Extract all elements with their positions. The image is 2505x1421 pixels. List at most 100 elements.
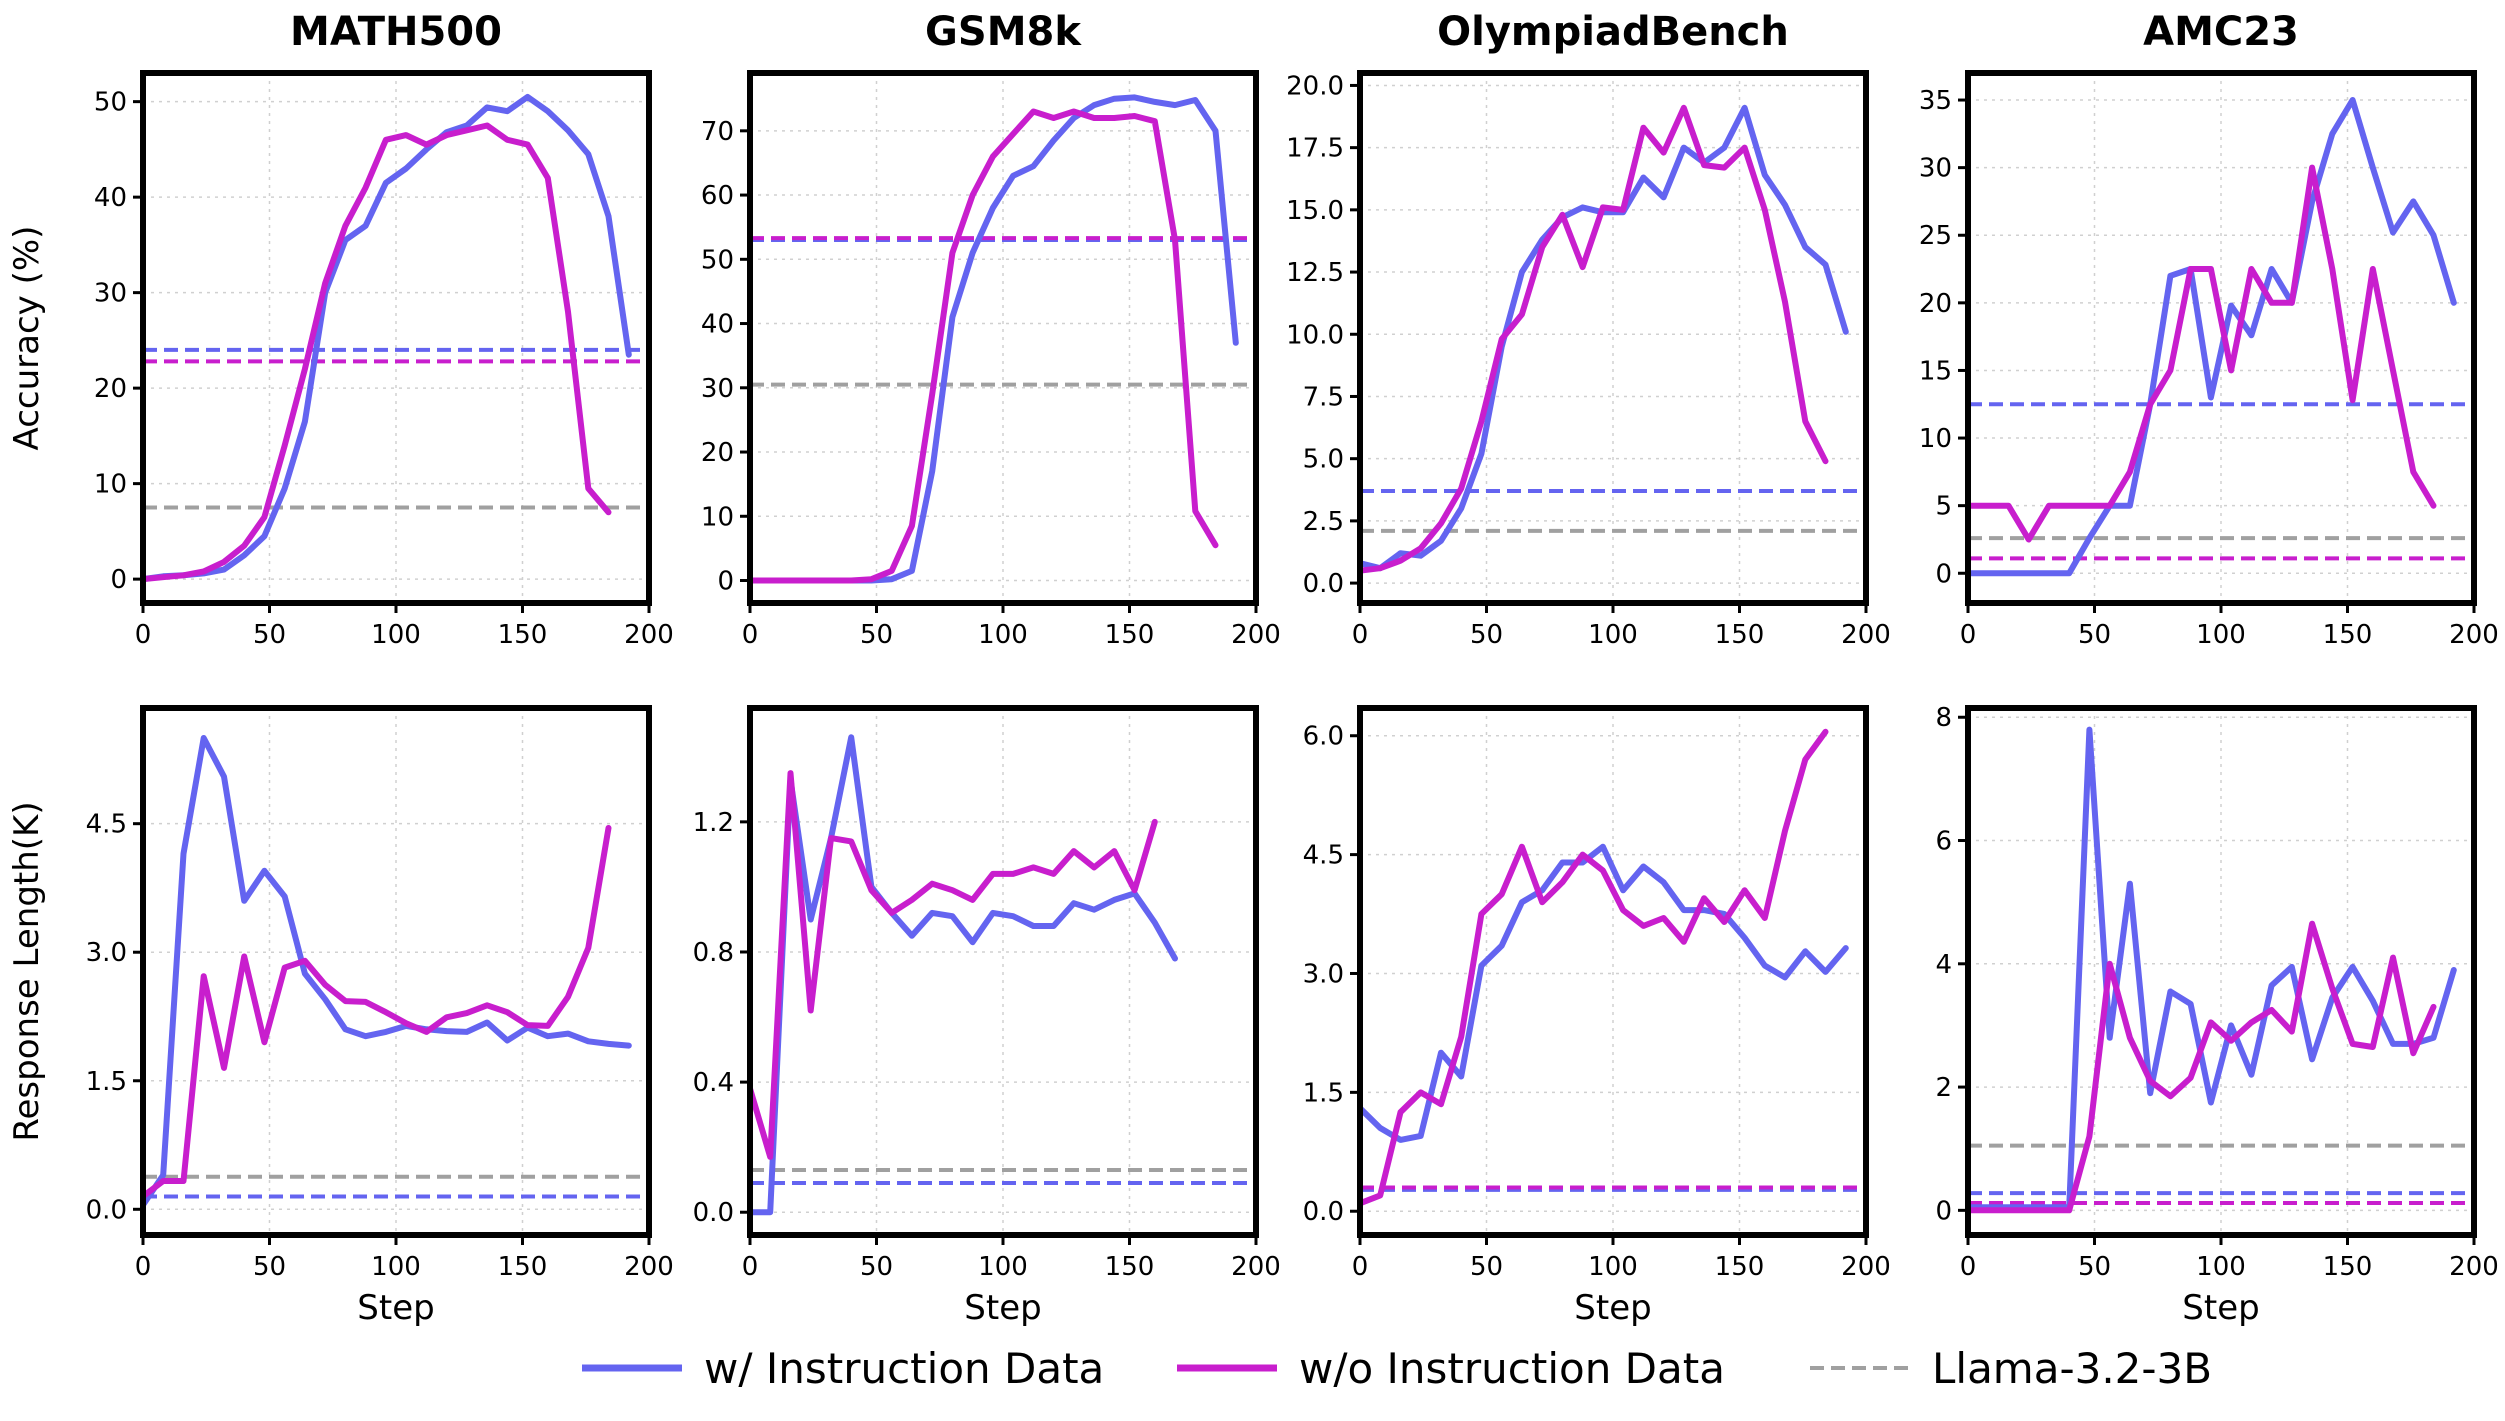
x-tick-label: 100: [978, 1252, 1028, 1282]
panel-accuracy-2: 0 50 100 150 200 0.0 2.5 5.0 7.5 10.0 12.5 15.0 17.5…: [1286, 9, 1891, 650]
x-axis-label: Step: [1574, 1288, 1651, 1328]
y-tick-label: 20: [701, 438, 734, 468]
panel-title: AMC23: [2143, 9, 2299, 55]
x-tick-label: 50: [2078, 1252, 2111, 1282]
legend-label: Llama-3.2-3B: [1932, 1344, 2212, 1393]
legend-label: w/ Instruction Data: [704, 1344, 1104, 1393]
x-tick-label: 200: [624, 620, 674, 650]
x-tick-label: 50: [1470, 1252, 1503, 1282]
y-tick-label: 30: [94, 279, 127, 309]
y-axis-label: Accuracy (%): [7, 226, 47, 451]
panel-accuracy-0: 0 50 100 150 200 0 10 20 30 40 50 MATH500 Accuracy (…: [7, 9, 674, 650]
y-tick-label: 2.5: [1303, 507, 1344, 537]
x-tick-label: 200: [1231, 1252, 1281, 1282]
x-tick-label: 150: [1715, 1252, 1765, 1282]
y-tick-label: 0.0: [1303, 1197, 1344, 1227]
y-tick-label: 6: [1935, 827, 1952, 857]
x-tick-label: 100: [371, 1252, 421, 1282]
y-tick-label: 0: [110, 565, 127, 595]
panel-title: OlympiadBench: [1437, 9, 1789, 55]
x-tick-label: 0: [1352, 1252, 1369, 1282]
y-tick-label: 4.5: [1303, 841, 1344, 871]
legend-label: w/o Instruction Data: [1299, 1344, 1725, 1393]
x-tick-label: 200: [624, 1252, 674, 1282]
y-tick-label: 10: [94, 470, 127, 500]
y-tick-label: 0.0: [86, 1195, 127, 1225]
series-line-without-instruction: [747, 108, 1219, 584]
y-tick-label: 0.8: [693, 938, 734, 968]
y-tick-label: 20.0: [1286, 71, 1344, 101]
legend: w/ Instruction Data w/o Instruction Data L…: [582, 1344, 2212, 1393]
series-line-without-instruction: [1357, 728, 1829, 1207]
x-tick-label: 50: [253, 620, 286, 650]
x-tick-label: 150: [498, 620, 548, 650]
panel-accuracy-1: 0 50 100 150 200 0 10 20 30 40 50 60 70 GSM8k: [701, 9, 1281, 650]
x-tick-label: 150: [1105, 620, 1155, 650]
series-line-with-instruction: [140, 735, 632, 1208]
y-tick-label: 1.5: [86, 1067, 127, 1097]
y-tick-label: 15.0: [1286, 196, 1344, 226]
y-tick-label: 2: [1935, 1073, 1952, 1103]
y-tick-label: 12.5: [1286, 258, 1344, 288]
y-tick-label: 5: [1935, 492, 1952, 522]
x-tick-label: 100: [2196, 620, 2246, 650]
x-axis-label: Step: [357, 1288, 434, 1328]
x-tick-label: 100: [1588, 1252, 1638, 1282]
panel-frame: [747, 705, 1259, 1238]
y-tick-label: 25: [1919, 221, 1952, 251]
x-tick-label: 200: [1231, 620, 1281, 650]
series-line-with-instruction: [140, 93, 632, 583]
panel-length-1: 0 50 100 150 200 0.0 0.4 0.8 1.2 Step: [693, 705, 1281, 1328]
y-tick-label: 3.0: [86, 938, 127, 968]
x-tick-label: 100: [2196, 1252, 2246, 1282]
y-tick-label: 30: [1919, 154, 1952, 184]
x-tick-label: 0: [1352, 620, 1369, 650]
y-tick-label: 0: [1935, 559, 1952, 589]
y-axis-label: Response Length(K): [7, 801, 47, 1141]
x-axis-label: Step: [2182, 1288, 2259, 1328]
y-tick-label: 50: [701, 245, 734, 275]
x-tick-label: 150: [1715, 620, 1765, 650]
panel-title: GSM8k: [925, 9, 1082, 55]
y-tick-label: 60: [701, 181, 734, 211]
series-line-without-instruction: [1965, 920, 2437, 1214]
y-tick-label: 0: [717, 567, 734, 597]
series-line-with-instruction: [1357, 843, 1849, 1143]
series-line-without-instruction: [747, 770, 1158, 1160]
y-tick-label: 4: [1935, 950, 1952, 980]
x-tick-label: 200: [2449, 620, 2499, 650]
y-tick-label: 5.0: [1303, 445, 1344, 475]
panel-length-3: 0 50 100 150 200 0 2 4 6 8 Step: [1935, 703, 2498, 1328]
x-tick-label: 100: [978, 620, 1028, 650]
y-tick-label: 0: [1935, 1196, 1952, 1226]
panel-title: MATH500: [290, 9, 502, 55]
x-tick-label: 100: [1588, 620, 1638, 650]
panel-length-0: 0 50 100 150 200 0.0 1.5 3.0 4.5 Response Length(…: [7, 705, 674, 1328]
x-tick-label: 200: [1841, 620, 1891, 650]
series-line-without-instruction: [1965, 164, 2437, 543]
x-tick-label: 150: [1105, 1252, 1155, 1282]
y-tick-label: 3.0: [1303, 959, 1344, 989]
y-tick-label: 10: [1919, 424, 1952, 454]
y-tick-label: 0.0: [693, 1198, 734, 1228]
x-tick-label: 50: [860, 1252, 893, 1282]
y-tick-label: 10: [701, 502, 734, 532]
y-tick-label: 0.4: [693, 1068, 734, 1098]
x-tick-label: 150: [2323, 620, 2373, 650]
y-tick-label: 20: [94, 374, 127, 404]
series-line-with-instruction: [747, 734, 1178, 1216]
x-tick-label: 100: [371, 620, 421, 650]
x-tick-label: 200: [2449, 1252, 2499, 1282]
y-tick-label: 17.5: [1286, 134, 1344, 164]
y-tick-label: 1.5: [1303, 1078, 1344, 1108]
y-tick-label: 7.5: [1303, 382, 1344, 412]
x-tick-label: 150: [498, 1252, 548, 1282]
y-tick-label: 70: [701, 117, 734, 147]
series-line-without-instruction: [140, 825, 612, 1200]
series-line-without-instruction: [140, 122, 612, 583]
y-tick-label: 8: [1935, 703, 1952, 733]
x-axis-label: Step: [964, 1288, 1041, 1328]
y-tick-label: 10.0: [1286, 320, 1344, 350]
